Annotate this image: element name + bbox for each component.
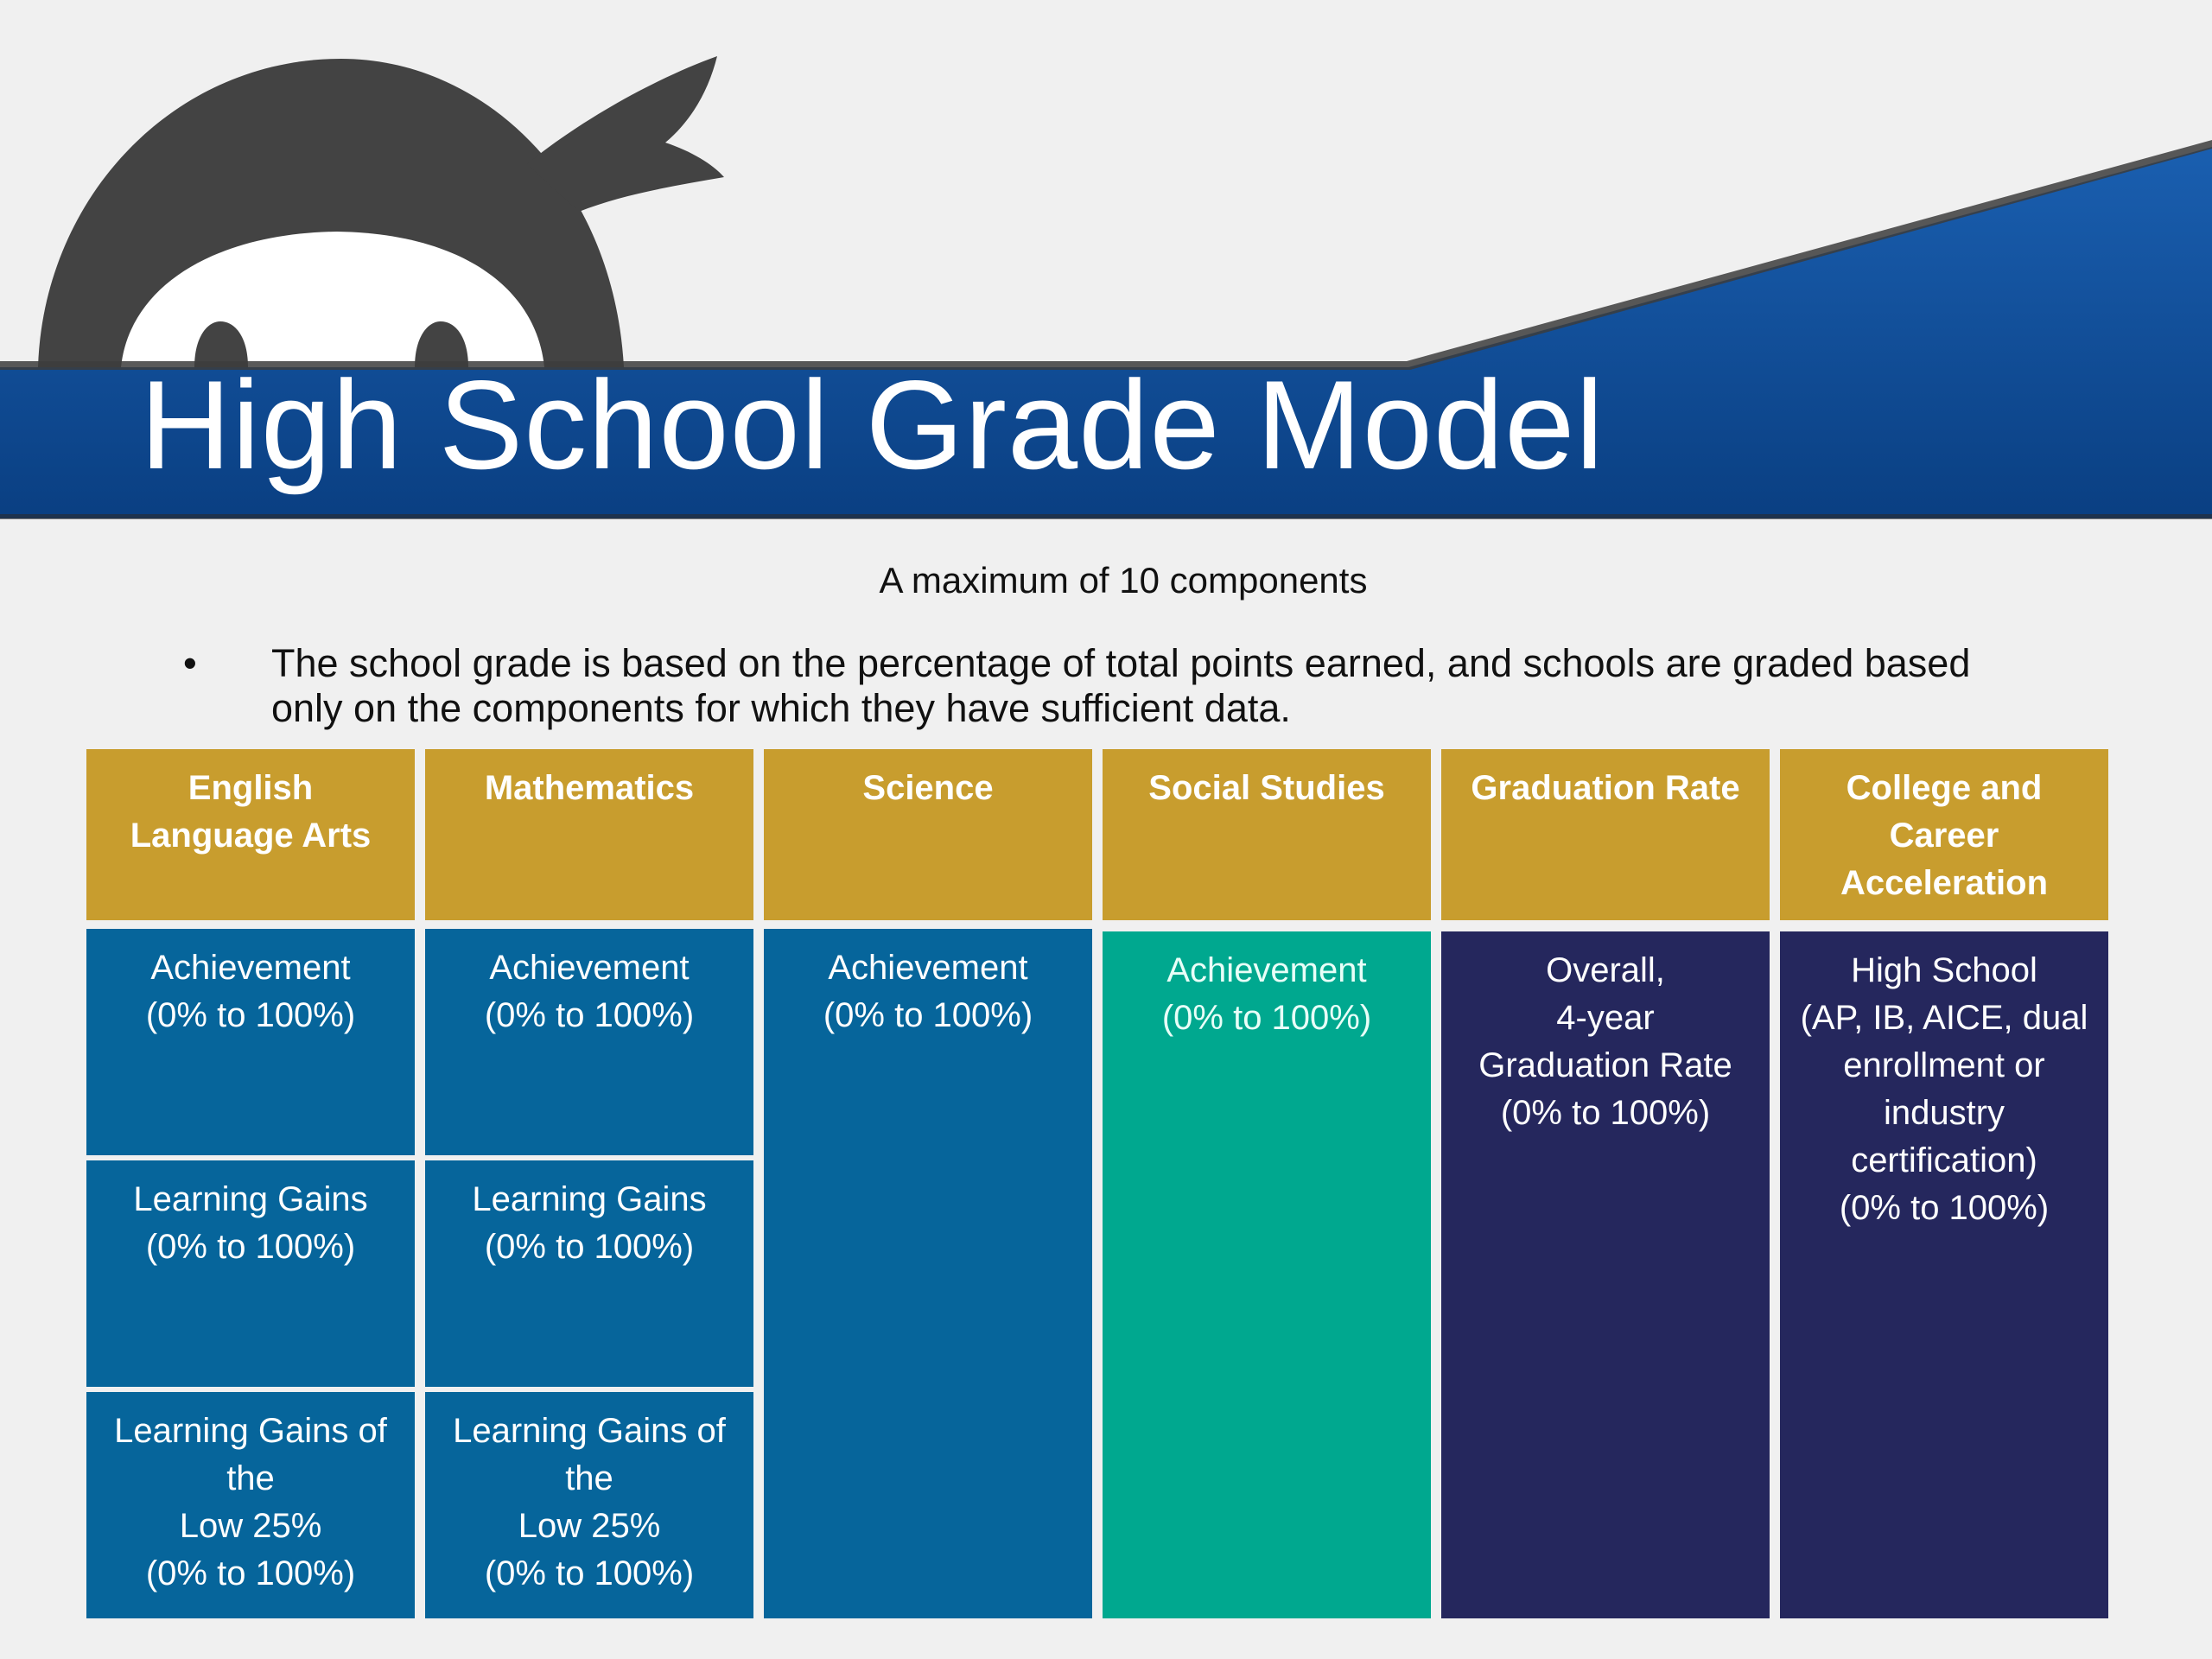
cell-line: (0% to 100%) — [484, 996, 695, 1034]
cell-line: Learning Gains of — [453, 1412, 726, 1450]
cell-line: Overall, — [1546, 951, 1665, 989]
cell-line: Low 25% — [179, 1507, 322, 1545]
ninja-mascot-icon — [38, 56, 724, 367]
cell-line: industry — [1883, 1094, 2005, 1132]
bullet-dot-icon: • — [183, 641, 197, 685]
cell-line: (0% to 100%) — [145, 996, 356, 1034]
header-line: Acceleration — [1840, 864, 2049, 902]
header-line: Career — [1889, 817, 1999, 855]
header-line: Mathematics — [484, 769, 695, 807]
cell-line: (0% to 100%) — [484, 1554, 695, 1592]
header-decoration — [0, 56, 2212, 519]
header-line: Graduation Rate — [1471, 769, 1740, 807]
cell-line: (0% to 100%) — [1500, 1094, 1711, 1132]
cell-line: (0% to 100%) — [484, 1228, 695, 1266]
cell-line: (0% to 100%) — [145, 1228, 356, 1266]
cell-line: Achievement — [828, 949, 1028, 987]
header-social-studies: Social Studies — [1103, 749, 1431, 920]
header-line: Science — [862, 769, 994, 807]
header-line: Language Arts — [130, 817, 372, 855]
header-english-language-arts: English Language Arts — [86, 749, 415, 920]
graduation-rate-cell: Overall, 4-year Graduation Rate (0% to 1… — [1441, 931, 1770, 1618]
subtitle: A maximum of 10 components — [879, 560, 1368, 601]
math-achievement-cell: Achievement (0% to 100%) — [425, 929, 753, 1155]
ela-learning-gains-low25-cell: Learning Gains of the Low 25% (0% to 100… — [86, 1392, 415, 1618]
acceleration-cell: High School (AP, IB, AICE, dual enrollme… — [1780, 931, 2108, 1618]
cell-line: High School — [1851, 951, 2037, 989]
cell-line: 4-year — [1556, 999, 1655, 1037]
cell-line: Learning Gains of — [114, 1412, 387, 1450]
cell-line: Learning Gains — [472, 1180, 707, 1218]
math-learning-gains-low25-cell: Learning Gains of the Low 25% (0% to 100… — [425, 1392, 753, 1618]
ela-achievement-cell: Achievement (0% to 100%) — [86, 929, 415, 1155]
header-science: Science — [764, 749, 1092, 920]
cell-line: (0% to 100%) — [1161, 999, 1372, 1037]
title-banner — [0, 140, 2212, 519]
cell-line: Graduation Rate — [1478, 1046, 1732, 1084]
social-studies-achievement-cell: Achievement (0% to 100%) — [1103, 931, 1431, 1618]
cell-line: the — [565, 1459, 613, 1497]
cell-line: Achievement — [150, 949, 351, 987]
cell-line: (0% to 100%) — [145, 1554, 356, 1592]
math-learning-gains-cell: Learning Gains (0% to 100%) — [425, 1160, 753, 1387]
header-line: English — [188, 769, 314, 807]
cell-line: (0% to 100%) — [1839, 1189, 2050, 1227]
science-achievement-cell: Achievement (0% to 100%) — [764, 929, 1092, 1618]
header-college-career-acceleration: College and Career Acceleration — [1780, 749, 2108, 920]
ela-learning-gains-cell: Learning Gains (0% to 100%) — [86, 1160, 415, 1387]
cell-line: Achievement — [489, 949, 690, 987]
header-mathematics: Mathematics — [425, 749, 753, 920]
cell-line: certification) — [1851, 1141, 2037, 1179]
cell-line: the — [226, 1459, 275, 1497]
cell-line: (0% to 100%) — [823, 996, 1033, 1034]
cell-line: enrollment or — [1843, 1046, 2045, 1084]
cell-line: Achievement — [1166, 951, 1367, 989]
cell-line: Learning Gains — [133, 1180, 368, 1218]
page-title: High School Grade Model — [140, 354, 1605, 495]
cell-line: (AP, IB, AICE, dual — [1800, 999, 2088, 1037]
cell-line: Low 25% — [518, 1507, 661, 1545]
header-line: Social Studies — [1148, 769, 1385, 807]
header-line: College and — [1846, 769, 2043, 807]
bullet-text: The school grade is based on the percent… — [271, 641, 1971, 730]
header-graduation-rate: Graduation Rate — [1441, 749, 1770, 920]
